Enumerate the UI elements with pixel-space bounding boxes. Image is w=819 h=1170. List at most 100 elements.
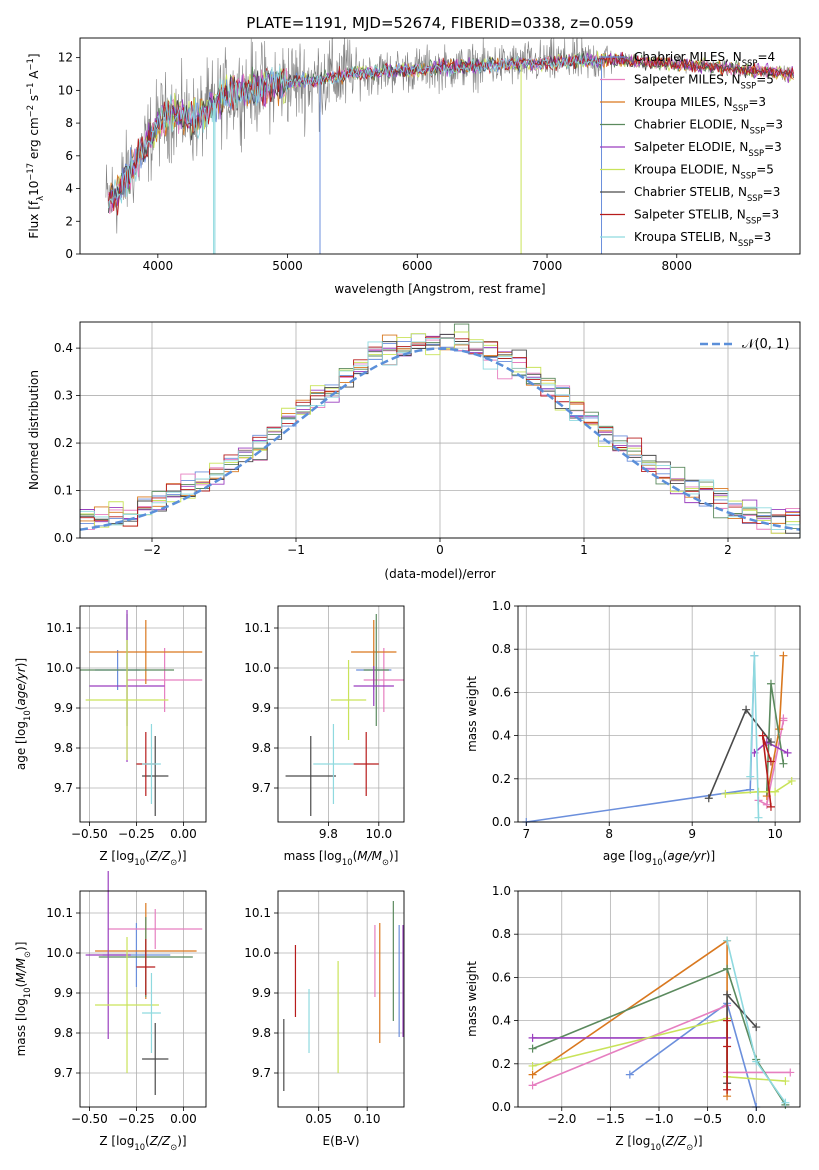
y-tick-label: 10.1 xyxy=(244,906,271,920)
mass-weight-marker xyxy=(779,759,788,768)
mass-weight-marker xyxy=(781,1098,790,1107)
legend-entry: Salpeter MILES, NSSP=5 xyxy=(634,73,774,91)
mass-weight-series xyxy=(726,992,757,1084)
errorbar-point xyxy=(89,620,203,684)
axes-frame xyxy=(277,890,405,1108)
y-tick-label: 0.0 xyxy=(492,815,511,829)
x-tick-label: 8 xyxy=(605,827,613,841)
plot-residuals: −2 −1 0 1 2 0.0 0.1 0.2 0.3 0.4 𝒩(0, 1) xyxy=(54,321,801,557)
mass-weight-marker xyxy=(528,1033,537,1042)
y-axis-label: mass weight xyxy=(465,676,479,752)
legend-entry: Chabrier MILES, NSSP=4 xyxy=(634,50,775,68)
mass-weight-marker xyxy=(779,651,788,660)
x-axis-label: Z [log10(Z/Z⊙)] xyxy=(99,1134,186,1152)
mass-weight-marker xyxy=(723,936,732,945)
x-tick-label: 0.00 xyxy=(170,1112,197,1126)
x-axis-label: Z [log10(Z/Z⊙)] xyxy=(99,849,186,867)
x-tick-label: −1 xyxy=(287,543,305,557)
y-tick-label: 10.0 xyxy=(244,661,271,675)
y-tick-label: 10.0 xyxy=(46,661,73,675)
y-tick-label: 9.8 xyxy=(252,1026,271,1040)
x-tick-label: 0 xyxy=(436,543,444,557)
spectrum-model-line xyxy=(108,52,794,213)
mass-weight-marker xyxy=(750,651,759,660)
y-tick-label: 4 xyxy=(65,182,73,196)
y-tick-label: 9.9 xyxy=(54,986,73,1000)
spectrum-model-line xyxy=(108,51,794,216)
y-axis-label: mass weight xyxy=(465,961,479,1037)
x-tick-label: 7000 xyxy=(532,259,563,273)
mass-weight-marker xyxy=(766,738,775,747)
legend-entry: Chabrier ELODIE, NSSP=3 xyxy=(634,118,783,136)
x-tick-label: 0.10 xyxy=(354,1112,381,1126)
y-tick-label: 10.0 xyxy=(244,946,271,960)
y-tick-label: 12 xyxy=(58,51,73,65)
mass-weight-marker xyxy=(781,1077,790,1086)
y-tick-label: 9.8 xyxy=(54,741,73,755)
legend-entry: Chabrier STELIB, NSSP=3 xyxy=(634,185,780,203)
errorbar-point xyxy=(142,736,169,816)
x-tick-label: 0.0 xyxy=(747,1112,766,1126)
y-axis-label: mass [log10(M/M⊙)] xyxy=(14,942,32,1057)
plot-mass-weight-vs-age: 7 8 9 10 0.0 0.2 0.4 0.6 0.8 1.0 xyxy=(492,599,801,841)
y-tick-label: 9.9 xyxy=(54,701,73,715)
x-tick-label: −1.0 xyxy=(644,1112,673,1126)
mass-weight-marker xyxy=(746,772,755,781)
legend-entry: 𝒩(0, 1) xyxy=(742,337,789,352)
y-tick-label: 0 xyxy=(65,247,73,261)
y-tick-label: 8 xyxy=(65,116,73,130)
x-tick-label: −0.50 xyxy=(71,1112,108,1126)
plot-mass-vs-z: −0.50 −0.25 0.00 9.7 9.8 9.9 10.0 10.1 xyxy=(46,871,207,1126)
mass-weight-marker xyxy=(758,731,767,740)
x-tick-label: −0.25 xyxy=(118,827,155,841)
errorbar-point xyxy=(85,871,131,1039)
mass-weight-marker xyxy=(742,705,751,714)
errorbar-point xyxy=(142,724,161,804)
plot-spectrum: 4000 5000 6000 7000 8000 0 2 4 6 8 10 12 xyxy=(58,37,801,273)
x-tick-label: 10.0 xyxy=(365,827,392,841)
mass-weight-marker xyxy=(723,964,732,973)
mass-weight-marker xyxy=(752,1023,761,1032)
errorbar-point xyxy=(85,640,169,760)
histogram-series xyxy=(79,337,801,538)
x-tick-label: −2 xyxy=(143,543,161,557)
x-tick-label: −1.5 xyxy=(596,1112,625,1126)
axes-frame xyxy=(79,605,207,823)
y-tick-label: 9.7 xyxy=(54,781,73,795)
y-axis-label: Normed distribution xyxy=(27,370,41,490)
x-tick-label: 5000 xyxy=(272,259,303,273)
x-tick-label: −0.5 xyxy=(693,1112,722,1126)
normal-curve xyxy=(79,347,801,531)
x-tick-label: 8000 xyxy=(661,259,692,273)
mass-weight-marker xyxy=(762,800,771,809)
mass-weight-marker xyxy=(625,1070,634,1079)
errorbar-point xyxy=(285,736,336,816)
errorbar-point xyxy=(363,614,389,726)
y-tick-label: 1.0 xyxy=(492,884,511,898)
errorbar-point xyxy=(313,724,354,804)
mass-weight-marker xyxy=(721,789,730,798)
x-tick-label: 1 xyxy=(580,543,588,557)
x-tick-label: 0.00 xyxy=(170,827,197,841)
axes-frame xyxy=(79,37,801,255)
y-tick-label: 0.4 xyxy=(492,729,511,743)
legend-entry: Salpeter STELIB, NSSP=3 xyxy=(634,208,779,226)
errorbar-point xyxy=(136,939,156,995)
y-tick-label: 0.2 xyxy=(492,772,511,786)
y-tick-label: 9.8 xyxy=(252,741,271,755)
mass-weight-marker xyxy=(783,748,792,757)
x-tick-label: −2.0 xyxy=(547,1112,576,1126)
y-tick-label: 10.1 xyxy=(46,621,73,635)
errorbar-point xyxy=(330,660,367,740)
x-axis-label: wavelength [Angstrom, rest frame] xyxy=(334,282,545,296)
mass-weight-marker xyxy=(723,990,732,999)
mass-weight-marker xyxy=(704,794,713,803)
x-tick-label: 4000 xyxy=(143,259,174,273)
legend-entry: Kroupa MILES, NSSP=3 xyxy=(634,95,766,113)
y-tick-label: 0.0 xyxy=(54,531,73,545)
y-tick-label: 9.9 xyxy=(252,701,271,715)
spectrum-model-line xyxy=(108,55,602,209)
errorbar-point xyxy=(142,973,161,1053)
x-axis-label: mass [log10(M/M⊙)] xyxy=(284,849,399,867)
x-axis-label: (data-model)/error xyxy=(384,567,495,581)
